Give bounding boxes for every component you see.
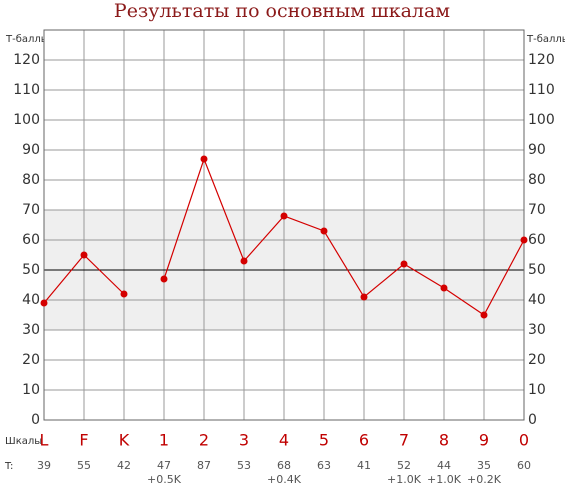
y2-tick-label: 40 (528, 292, 546, 308)
y-tick-label: 60 (22, 232, 40, 248)
point (120, 290, 128, 298)
point (280, 212, 288, 220)
y2-tick-label: 100 (528, 112, 555, 128)
y-tick-label: 30 (22, 322, 40, 338)
point (480, 311, 488, 319)
value-text: 41 (357, 459, 371, 472)
y-axis-label: Т-баллы (5, 34, 49, 45)
profile-line (163, 157, 525, 316)
point (520, 236, 528, 244)
x-tick-label: 1 (159, 431, 169, 450)
value-text: 60 (517, 459, 531, 472)
value-text: 55 (77, 459, 91, 472)
value-text: 68 (277, 459, 291, 472)
value-text: 39 (37, 459, 51, 472)
x-tick-label: 7 (399, 431, 409, 450)
x-tick-label: 2 (199, 431, 209, 450)
y-tick-label: 90 (22, 142, 40, 158)
correction-text: +0.5K (147, 473, 182, 486)
x-tick-label: F (79, 431, 88, 450)
y2-tick-label: 80 (528, 172, 546, 188)
correction-text: +1.0K (387, 473, 422, 486)
point (200, 155, 208, 163)
point (40, 299, 48, 307)
values-label: T: (4, 461, 13, 472)
x-tick-label: 8 (439, 431, 449, 450)
x-tick-label: 5 (319, 431, 329, 450)
y2-tick-label: 60 (528, 232, 546, 248)
point (360, 293, 368, 301)
y2-tick-label: 70 (528, 202, 546, 218)
point (80, 251, 88, 259)
y-tick-label: 40 (22, 292, 40, 308)
x-tick-label: 6 (359, 431, 369, 450)
x-tick-label: 3 (239, 431, 249, 450)
categories-label: Шкалы (5, 436, 42, 447)
x-tick-label: K (119, 431, 130, 450)
y2-tick-label: 50 (528, 262, 546, 278)
value-text: 52 (397, 459, 411, 472)
y-tick-label: 70 (22, 202, 40, 218)
x-tick-label: 4 (279, 431, 289, 450)
point (440, 284, 448, 292)
x-tick-label: L (40, 431, 49, 450)
y2-tick-label: 20 (528, 352, 546, 368)
y2-tick-label: 30 (528, 322, 546, 338)
point (240, 257, 248, 265)
y2-tick-label: 110 (528, 82, 555, 98)
value-text: 87 (197, 459, 211, 472)
value-text: 42 (117, 459, 131, 472)
y-tick-label: 110 (13, 82, 40, 98)
y2-tick-label: 120 (528, 52, 555, 68)
value-text: 63 (317, 459, 331, 472)
point (160, 275, 168, 283)
y-tick-label: 80 (22, 172, 40, 188)
value-text: 53 (237, 459, 251, 472)
y-tick-label: 20 (22, 352, 40, 368)
point (400, 260, 408, 268)
y-tick-label: 100 (13, 112, 40, 128)
point (320, 227, 328, 235)
y2-tick-label: 90 (528, 142, 546, 158)
y-tick-label: 120 (13, 52, 40, 68)
x-tick-label: 0 (519, 431, 529, 450)
correction-text: +0.2K (467, 473, 502, 486)
correction-text: +1.0K (427, 473, 462, 486)
plot-border (43, 29, 525, 421)
y2-tick-label: 0 (528, 412, 537, 428)
y2-tick-label: 10 (528, 382, 546, 398)
y-tick-label: 0 (31, 412, 40, 428)
x-tick-label: 9 (479, 431, 489, 450)
y2-axis-label: Т-баллы (526, 34, 565, 45)
y-tick-label: 50 (22, 262, 40, 278)
y-tick-label: 10 (22, 382, 40, 398)
value-text: 44 (437, 459, 451, 472)
chart-title: Результаты по основным шкалам (114, 0, 450, 22)
correction-text: +0.4K (267, 473, 302, 486)
value-text: 47 (157, 459, 171, 472)
value-text: 35 (477, 459, 491, 472)
